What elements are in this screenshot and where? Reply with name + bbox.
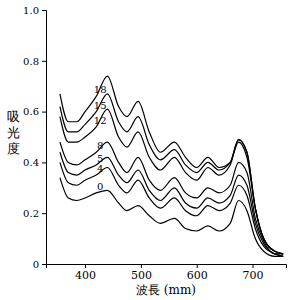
x-tick-label: 500: [131, 269, 152, 282]
y-axis-line: [42, 11, 47, 265]
curve-labels: 1815128540: [94, 84, 107, 192]
y-tick-mark: [42, 162, 46, 163]
x-tick-mark: [141, 264, 142, 268]
y-tick-mark: [42, 61, 46, 62]
x-tick: 400: [75, 264, 96, 282]
y-tick-label: 0: [33, 259, 39, 270]
x-tick: 700: [243, 264, 264, 282]
lines: [60, 76, 283, 256]
x-tick-mark: [253, 264, 254, 268]
y-axis: 0 0.2 0.4 0.6 0.8 1.0: [23, 5, 46, 270]
chart: 40050060070000.20.40.60.81.01815128540波長…: [0, 0, 300, 300]
y-tick-mark: [42, 264, 46, 265]
x-tick-label: 700: [243, 269, 264, 282]
spectrum-line: [60, 109, 283, 254]
plot: 40050060070000.20.40.60.81.01815128540: [23, 5, 286, 282]
spectrum-line: [60, 76, 283, 254]
y-tick-label: 0.4: [23, 157, 39, 168]
x-tick-mark: [197, 264, 198, 268]
x-tick: 500: [131, 264, 152, 282]
y-tick: 0.8: [23, 56, 46, 67]
curve-label: 15: [94, 100, 107, 111]
y-tick-mark: [42, 112, 46, 113]
x-axis-title: 波長 (mm): [136, 283, 196, 297]
y-tick-label: 0.2: [23, 208, 39, 219]
y-tick: 0: [33, 259, 46, 270]
spectrum-line: [60, 94, 283, 254]
x-tick: 600: [187, 264, 208, 282]
spectrum-line: [60, 162, 283, 256]
x-tick-mark: [85, 264, 86, 268]
x-tick-label: 600: [187, 269, 208, 282]
x-axis-line: [47, 265, 287, 269]
y-axis-title: 吸光度: [7, 109, 20, 156]
y-tick: 0.4: [23, 157, 46, 168]
curve-label: 4: [97, 163, 103, 174]
curve-label: 0: [97, 181, 103, 192]
y-tick-label: 0.8: [23, 56, 39, 67]
y-tick: 0.6: [23, 106, 46, 117]
y-tick-label: 1.0: [23, 5, 39, 16]
curve-label: 18: [94, 84, 107, 95]
x-axis: 400 500 600 700: [47, 264, 287, 282]
y-tick-mark: [42, 10, 46, 11]
y-tick: 0.2: [23, 208, 46, 219]
spectrum-line: [60, 178, 283, 257]
curve-label: 12: [94, 115, 107, 126]
y-tick-mark: [42, 213, 46, 214]
y-tick-label: 0.6: [23, 106, 39, 117]
y-tick: 1.0: [23, 5, 46, 16]
x-tick-label: 400: [75, 269, 96, 282]
spectrum-line: [60, 152, 283, 256]
curve-label: 8: [97, 140, 103, 151]
